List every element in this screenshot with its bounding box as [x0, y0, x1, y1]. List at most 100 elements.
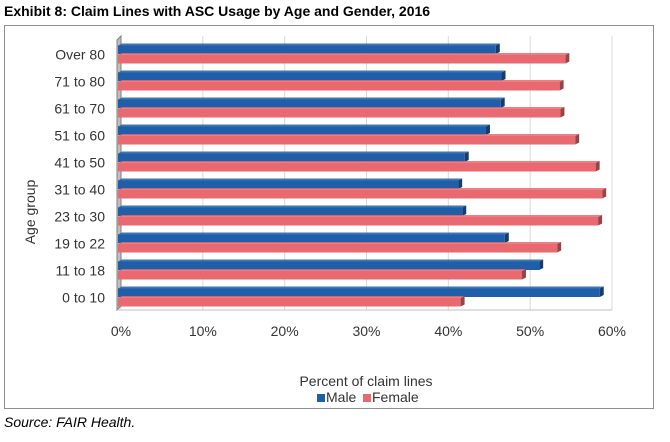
bar-female-face — [118, 55, 566, 64]
y-category-label: 19 to 22 — [54, 236, 105, 252]
bar-male-side — [485, 124, 490, 135]
bar-male — [118, 232, 509, 243]
bar-female-top — [118, 161, 600, 163]
bar-male-face — [118, 180, 459, 189]
bar-male-top — [118, 232, 509, 235]
bar-female-face — [118, 163, 596, 172]
bar-female-top — [118, 242, 562, 244]
legend-swatch-female — [363, 394, 371, 402]
bar-female — [118, 188, 607, 199]
bar-female-side — [598, 215, 603, 226]
bar-male-top — [118, 286, 604, 289]
x-tick-label: 20% — [271, 323, 299, 339]
bar-male-side — [599, 286, 604, 297]
bar-female-side — [575, 134, 580, 145]
y-category-label: 31 to 40 — [54, 182, 105, 198]
bar-male — [118, 124, 490, 135]
bar-male-top — [118, 151, 469, 154]
y-category-label: 11 to 18 — [55, 263, 105, 279]
bar-male-side — [539, 259, 544, 270]
bar-male-top — [118, 124, 490, 127]
bar-female-side — [460, 296, 465, 307]
bar-male — [118, 151, 469, 162]
bar-male-side — [464, 151, 469, 162]
y-category-label: 71 to 80 — [54, 74, 105, 90]
bar-male-face — [118, 261, 540, 270]
bar-female — [118, 53, 570, 64]
bar-female — [118, 215, 603, 226]
x-tick-label: 30% — [352, 323, 380, 339]
legend-label-male: Male — [326, 389, 357, 405]
y-category-label: Over 80 — [55, 47, 105, 63]
source-note: Source: FAIR Health. — [4, 414, 136, 430]
bar-male — [118, 97, 505, 108]
bar-female-top — [118, 53, 570, 55]
chart-frame — [4, 25, 654, 409]
bar-female-face — [118, 82, 560, 91]
bar-male-top — [118, 70, 506, 73]
bar-male-side — [495, 43, 500, 54]
x-tick-label: 0% — [111, 323, 131, 339]
y-category-label: 0 to 10 — [62, 290, 105, 306]
bar-female — [118, 107, 565, 118]
bar-female-face — [118, 271, 522, 280]
bar-male-top — [118, 97, 505, 100]
bar-male-top — [118, 178, 463, 181]
bar-male-face — [118, 234, 505, 243]
bar-male-face — [118, 288, 600, 297]
bar-female-top — [118, 134, 580, 136]
bar-female-side — [560, 107, 565, 118]
x-tick-label: 10% — [189, 323, 217, 339]
bar-female — [118, 269, 526, 280]
bar-female-top — [118, 296, 465, 298]
bar-male-side — [501, 70, 506, 81]
legend-swatch-male — [317, 394, 325, 402]
bar-female-top — [118, 80, 564, 82]
bar-male — [118, 259, 544, 270]
y-category-label: 41 to 50 — [54, 155, 105, 171]
bar-female-top — [118, 107, 565, 109]
bar-male-side — [458, 178, 463, 189]
bar-female-face — [118, 244, 558, 253]
bar-female-side — [595, 161, 600, 172]
x-tick-label: 40% — [434, 323, 462, 339]
bar-female-top — [118, 269, 526, 271]
bar-male-top — [118, 259, 544, 262]
y-category-label: 23 to 30 — [54, 209, 105, 225]
bar-male-face — [118, 126, 486, 135]
y-axis-title: Age group — [22, 179, 38, 244]
bar-female-face — [118, 190, 603, 199]
x-axis-title: Percent of claim lines — [299, 373, 432, 389]
bar-female-side — [557, 242, 562, 253]
exhibit-title: Exhibit 8: Claim Lines with ASC Usage by… — [4, 3, 431, 19]
bar-female-side — [565, 53, 570, 64]
bar-female-face — [118, 136, 576, 145]
bar-female-face — [118, 217, 599, 226]
bar-female-face — [118, 298, 461, 307]
bar-female — [118, 296, 465, 307]
y-category-label: 51 to 60 — [54, 128, 105, 144]
bar-female — [118, 134, 580, 145]
bar-male-side — [462, 205, 467, 216]
y-category-label: 61 to 70 — [54, 101, 105, 117]
bar-male — [118, 43, 500, 54]
bar-male-top — [118, 43, 500, 46]
bar-female-top — [118, 188, 607, 190]
bar-female-side — [602, 188, 607, 199]
bar-male — [118, 70, 506, 81]
bar-female-side — [559, 80, 564, 91]
bar-female-top — [118, 215, 603, 217]
bar-male-face — [118, 45, 496, 54]
legend-label-female: Female — [372, 389, 419, 405]
bar-male — [118, 178, 463, 189]
bar-female — [118, 242, 562, 253]
x-tick-label: 60% — [598, 323, 626, 339]
bar-male — [118, 205, 467, 216]
bar-male — [118, 286, 604, 297]
bar-male-side — [500, 97, 505, 108]
bar-male-face — [118, 153, 465, 162]
bar-female — [118, 80, 564, 91]
x-tick-label: 50% — [516, 323, 544, 339]
bar-male-face — [118, 99, 501, 108]
